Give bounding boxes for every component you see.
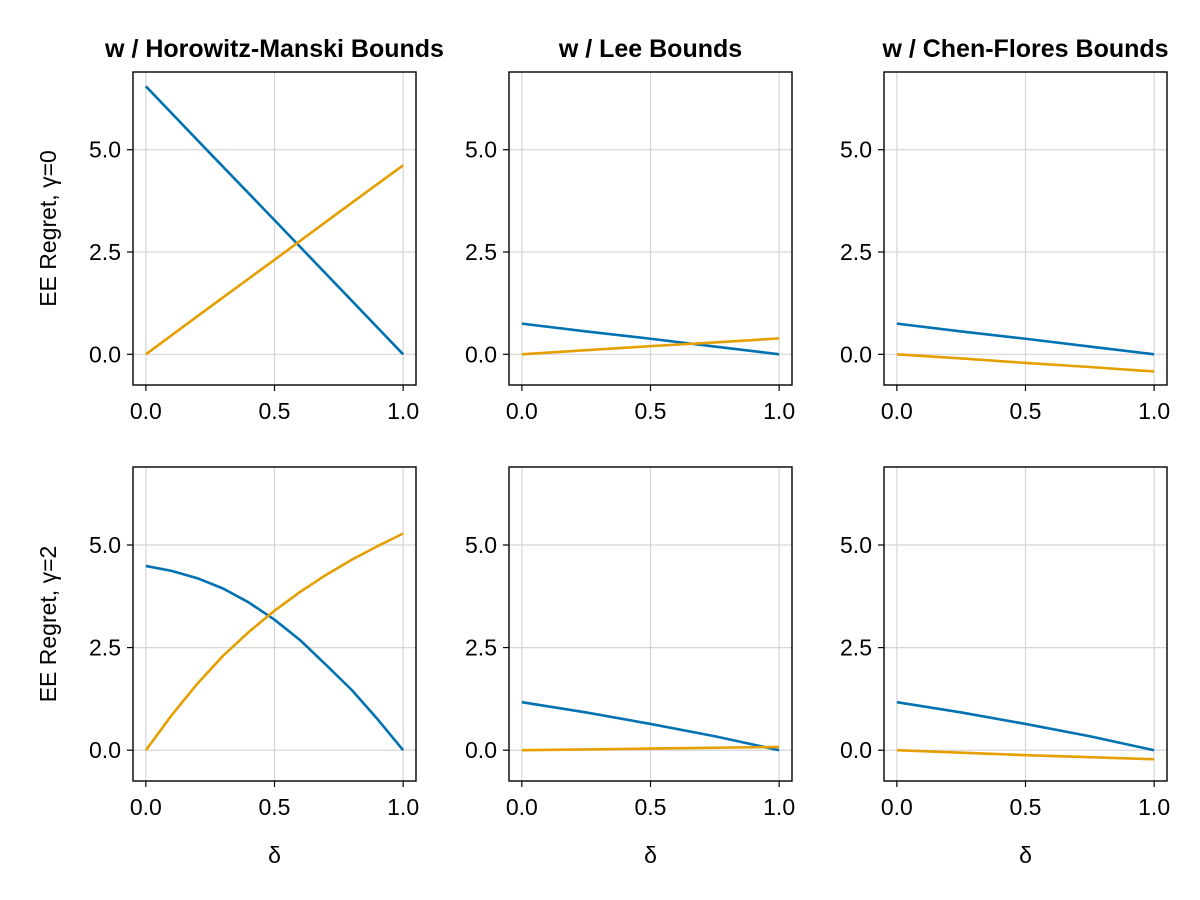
y-tick-label: 0.0: [840, 737, 872, 763]
x-axis-label: δ: [644, 842, 657, 868]
y-tick-label: 0.0: [465, 341, 497, 367]
series-line-orange: [896, 748, 1155, 761]
series-line-blue: [145, 564, 405, 752]
x-axis-label: δ: [1019, 842, 1032, 868]
series-line-orange: [144, 532, 404, 751]
x-tick-label: 0.0: [130, 794, 162, 820]
panel-title: w / Horowitz-Manski Bounds: [104, 35, 444, 63]
y-tick-label: 2.5: [840, 239, 872, 265]
panel-1: 0.0 0.5 1.0 0.0 2.5 5.0 w / Horowitz-Manski Bo…: [35, 35, 444, 424]
y-axis-label: EE Regret, γ=0: [35, 150, 61, 307]
x-tick-label: 0.0: [881, 794, 913, 820]
x-tick-label: 0.0: [506, 398, 538, 424]
x-tick-label: 0.5: [635, 794, 667, 820]
x-tick-label: 1.0: [387, 398, 419, 424]
panel-title: w / Chen-Flores Bounds: [881, 35, 1168, 63]
x-tick-label: 1.0: [387, 794, 419, 820]
y-tick-label: 0.0: [840, 341, 872, 367]
x-tick-label: 1.0: [1138, 794, 1170, 820]
x-tick-label: 0.5: [259, 794, 291, 820]
x-axis-label: δ: [268, 842, 281, 868]
y-tick-label: 0.0: [89, 737, 121, 763]
panel-title: w / Lee Bounds: [558, 35, 742, 63]
series-line-orange: [145, 164, 404, 356]
series-line-blue: [896, 322, 1155, 356]
y-tick-label: 5.0: [89, 137, 121, 163]
y-tick-label: 2.5: [89, 239, 121, 265]
y-tick-label: 5.0: [840, 137, 872, 163]
y-tick-label: 5.0: [465, 137, 497, 163]
y-tick-label: 0.0: [89, 341, 121, 367]
y-tick-label: 2.5: [89, 635, 121, 661]
y-tick-label: 5.0: [465, 532, 497, 558]
series-line-orange: [521, 745, 780, 752]
series-line-orange: [896, 353, 1155, 373]
panel-5: 0.0 0.5 1.0 0.0 2.5 5.0 δ: [465, 466, 795, 868]
y-tick-label: 0.0: [465, 737, 497, 763]
y-tick-label: 2.5: [840, 635, 872, 661]
y-tick-label: 5.0: [89, 532, 121, 558]
x-tick-label: 0.0: [881, 398, 913, 424]
y-tick-label: 5.0: [840, 532, 872, 558]
y-tick-label: 2.5: [465, 635, 497, 661]
x-tick-label: 1.0: [763, 398, 795, 424]
x-tick-label: 0.5: [1010, 398, 1042, 424]
x-tick-label: 1.0: [763, 794, 795, 820]
y-axis-label: EE Regret, γ=2: [35, 546, 61, 703]
x-tick-label: 0.0: [506, 794, 538, 820]
x-tick-label: 0.5: [635, 398, 667, 424]
series-line-blue: [144, 85, 405, 356]
panel-2: 0.0 0.5 1.0 0.0 2.5 5.0 w / Lee Bounds: [465, 35, 795, 424]
series-line-orange: [521, 337, 780, 356]
series-line-blue: [896, 700, 1155, 752]
panel-4: 0.0 0.5 1.0 0.0 2.5 5.0 EE Regret, γ=2 δ: [35, 466, 419, 868]
x-tick-label: 1.0: [1138, 398, 1170, 424]
x-tick-label: 0.5: [259, 398, 291, 424]
panel-6: 0.0 0.5 1.0 0.0 2.5 5.0 δ: [840, 466, 1170, 868]
series-line-blue: [521, 700, 780, 752]
series-line-blue: [521, 322, 780, 356]
x-tick-label: 0.0: [130, 398, 162, 424]
y-tick-label: 2.5: [465, 239, 497, 265]
x-tick-label: 0.5: [1010, 794, 1042, 820]
panel-3: 0.0 0.5 1.0 0.0 2.5 5.0 w / Chen-Flores Bounds: [840, 35, 1170, 424]
